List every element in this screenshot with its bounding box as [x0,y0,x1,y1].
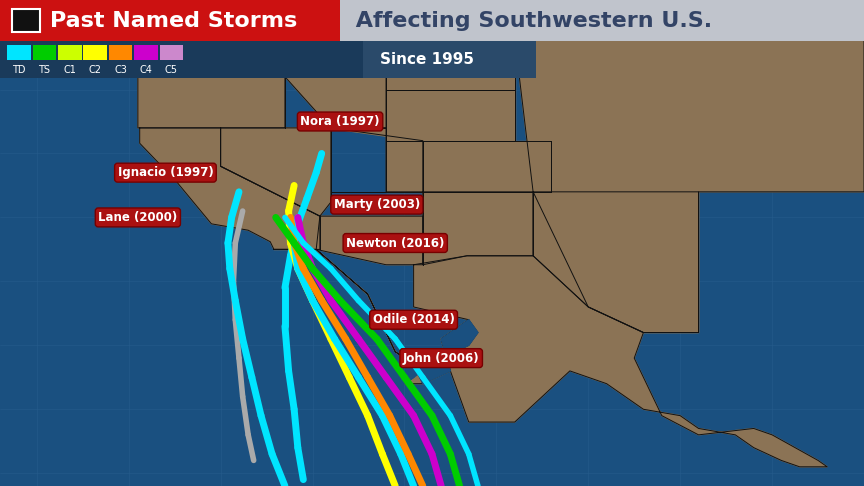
Text: C2: C2 [89,66,102,75]
Polygon shape [515,38,864,332]
Polygon shape [316,216,422,265]
Bar [340,0,864,41]
Text: TS: TS [39,66,50,75]
Bar [84,45,107,60]
Text: C5: C5 [165,66,178,75]
Bar [160,45,183,60]
Polygon shape [140,128,320,249]
Polygon shape [386,89,515,140]
Text: Nora (1997): Nora (1997) [301,115,380,128]
Polygon shape [294,38,515,89]
Polygon shape [138,74,285,128]
Bar [109,45,132,60]
Text: Ignacio (1997): Ignacio (1997) [118,166,213,179]
Text: Affecting Southwestern U.S.: Affecting Southwestern U.S. [348,11,712,31]
Text: TD: TD [12,66,26,75]
Polygon shape [422,140,551,192]
Bar [0,0,340,41]
Bar [7,45,31,60]
Bar [134,45,158,60]
Text: Since 1995: Since 1995 [380,52,474,67]
Polygon shape [331,128,422,192]
Polygon shape [276,38,386,128]
Polygon shape [422,192,533,265]
Polygon shape [404,320,478,383]
Polygon shape [274,249,478,383]
Polygon shape [533,192,699,332]
Polygon shape [134,38,285,77]
Text: C4: C4 [140,66,153,75]
Bar [12,9,40,32]
Text: C1: C1 [63,66,76,75]
Text: John (2006): John (2006) [403,351,480,364]
Polygon shape [414,256,827,467]
Text: Odile (2014): Odile (2014) [372,313,454,326]
Polygon shape [220,128,331,216]
Text: Past Named Storms: Past Named Storms [50,11,297,31]
Text: Marty (2003): Marty (2003) [334,198,420,211]
Bar [58,45,81,60]
Text: C3: C3 [114,66,127,75]
Text: Newton (2016): Newton (2016) [346,237,444,249]
Bar [33,45,56,60]
Text: Lane (2000): Lane (2000) [98,211,177,224]
